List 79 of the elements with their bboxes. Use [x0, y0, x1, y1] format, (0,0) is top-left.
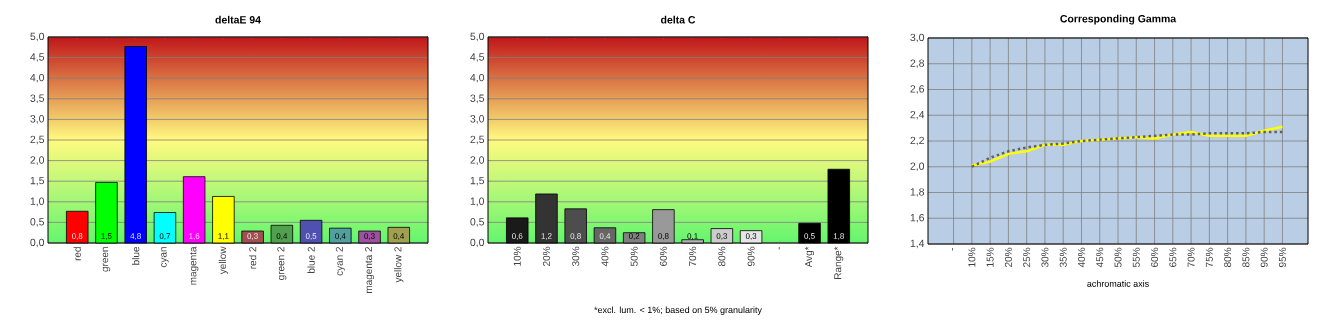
y-tick-label: 1,0 — [470, 197, 485, 207]
y-tick-label: 1,6 — [910, 213, 925, 223]
x-tick-label: green 2 — [277, 247, 287, 280]
x-tick-label: red — [73, 247, 81, 261]
y-tick-label: 4,5 — [30, 53, 45, 62]
y-tick-label: 3,0 — [910, 33, 925, 43]
y-tick-label: 3,5 — [30, 94, 45, 104]
y-tick-label: 2,4 — [910, 110, 925, 120]
y-tick-label: 1,5 — [30, 176, 45, 186]
x-tick-label: magenta — [189, 246, 199, 285]
x-tick-label: 20% — [1004, 247, 1012, 267]
y-tick-label: 4,5 — [470, 53, 485, 62]
x-tick-label: 25% — [1023, 247, 1031, 267]
x-tick-label: 85% — [1242, 247, 1250, 268]
x-tick-label: cyan 2 — [335, 247, 345, 276]
x-tick-label: 20% — [542, 246, 550, 266]
y-tick-label: 4,0 — [30, 73, 45, 83]
x-tick-label: 70% — [1187, 247, 1195, 267]
x-tick-label: 40% — [601, 246, 609, 267]
x-tick-label: 70% — [689, 246, 697, 266]
y-tick-label: 2,5 — [30, 135, 45, 145]
y-tick-label: 3,0 — [30, 115, 45, 124]
y-tick-label: 0,5 — [470, 218, 485, 227]
x-tick-label: blue — [132, 246, 140, 265]
y-tick-label: 3,5 — [470, 94, 485, 104]
x-tick-label: Range* — [834, 246, 844, 279]
x-tick-label: 80% — [1224, 247, 1232, 268]
chart-title: deltaE 94 — [215, 15, 261, 24]
x-tick-label: magenta 2 — [365, 247, 375, 293]
x-tick-label: 90% — [747, 246, 755, 266]
y-tick-label: 3,0 — [470, 115, 485, 124]
y-tick-label: 2,6 — [910, 85, 925, 94]
x-tick-label: 15% — [986, 247, 994, 267]
text: *excl. lum. < 1%; based on 5% granularity — [594, 306, 762, 315]
x-tick-label: 30% — [572, 246, 580, 267]
x-tick-label: - — [778, 246, 780, 250]
y-tick-label: 2,8 — [910, 59, 925, 69]
x-tick-label: yellow — [218, 246, 229, 275]
x-tick-label: 40% — [1077, 247, 1085, 268]
chart-title: Corresponding Gamma — [1060, 14, 1177, 25]
y-tick-label: 1,4 — [910, 239, 925, 249]
y-tick-label: 0,0 — [30, 238, 45, 248]
x-tick-label: yellow 2 — [394, 247, 404, 283]
x-tick-label: 10% — [968, 247, 976, 267]
x-tick-label: 30% — [1041, 247, 1049, 268]
y-tick-label: 5,0 — [30, 32, 45, 42]
x-tick-label: 10% — [513, 246, 521, 266]
x-tick-label: 35% — [1059, 247, 1067, 268]
x-tick-label: red 2 — [248, 247, 257, 269]
y-tick-label: 2,0 — [470, 156, 485, 165]
y-tick-label: 0,5 — [30, 218, 45, 227]
x-tick-label: blue 2 — [307, 247, 315, 274]
x-tick-label: - — [952, 247, 953, 251]
x-tick-label: cyan — [161, 247, 169, 268]
x-axis-title: achromatic axis — [1087, 280, 1149, 287]
chart-title: delta C — [660, 15, 696, 24]
x-tick-label: 60% — [659, 246, 667, 266]
y-tick-label: 2,5 — [470, 135, 485, 145]
y-tick-label: 1,5 — [470, 176, 485, 186]
x-tick-label: 50% — [1114, 247, 1122, 268]
x-tick-label: 60% — [1151, 247, 1159, 267]
x-tick-label: 50% — [630, 246, 638, 267]
y-tick-label: 2,0 — [910, 162, 925, 172]
y-tick-label: 1,0 — [30, 197, 45, 207]
x-tick-label: 55% — [1132, 247, 1140, 268]
x-tick-label: Avg* — [805, 246, 814, 268]
x-tick-label: 95% — [1278, 247, 1286, 267]
y-tick-label: 2,2 — [910, 136, 924, 146]
x-tick-label: 45% — [1096, 247, 1104, 268]
x-tick-label: 80% — [718, 246, 726, 267]
x-tick-label: 90% — [1260, 247, 1268, 267]
y-tick-label: 2,0 — [30, 156, 45, 165]
x-tick-label: 75% — [1205, 247, 1213, 267]
x-tick-label: green — [102, 247, 111, 272]
y-tick-label: 1,8 — [910, 188, 925, 197]
x-tick-label: 65% — [1169, 247, 1177, 267]
y-tick-label: 5,0 — [470, 32, 485, 42]
y-tick-label: 4,0 — [470, 73, 485, 83]
y-tick-label: 0,0 — [470, 238, 485, 248]
